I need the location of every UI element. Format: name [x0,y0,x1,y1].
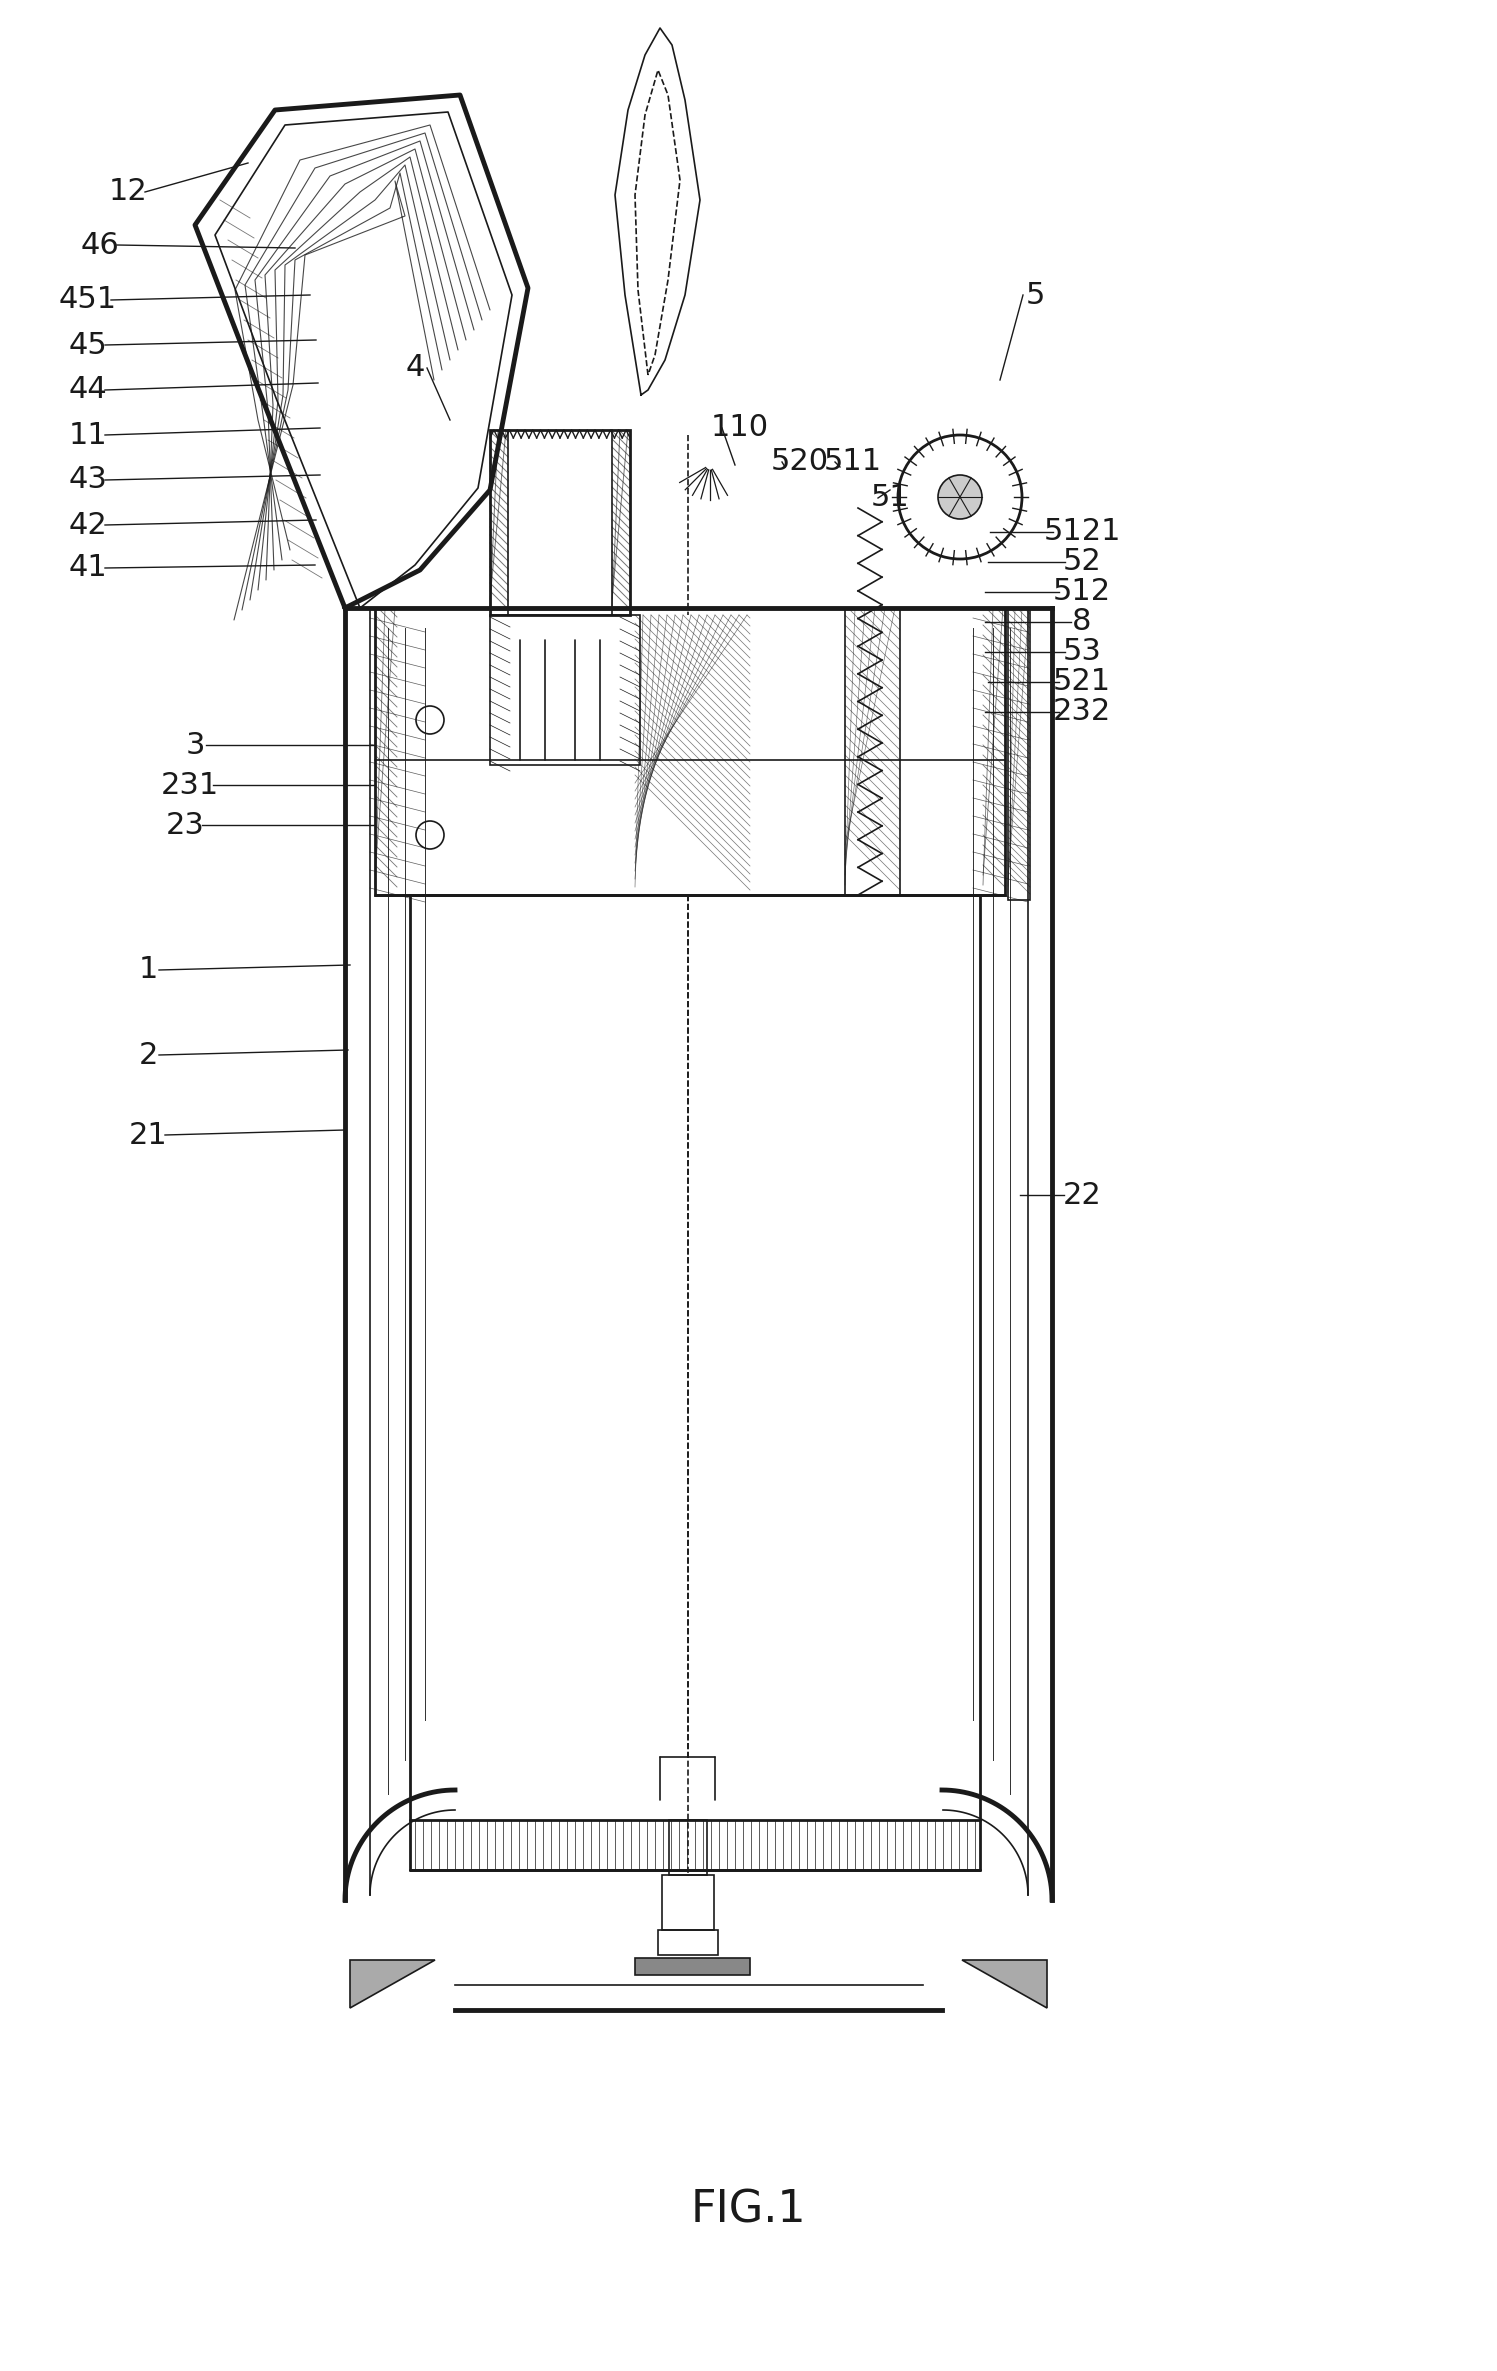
Text: 52: 52 [1063,548,1102,576]
Polygon shape [635,1958,750,1975]
Text: 512: 512 [1052,579,1111,607]
Text: 3: 3 [186,730,205,759]
Bar [662,1875,714,1930]
Text: 5121: 5121 [1043,517,1121,545]
Bar [669,1821,707,1875]
Text: 521: 521 [1052,669,1111,697]
Text: 520: 520 [771,448,829,477]
Text: 4: 4 [406,353,425,382]
Text: 231: 231 [160,771,219,799]
Bar [844,607,900,894]
Text: 110: 110 [711,413,769,443]
Bar [490,429,630,614]
Bar [659,1930,719,1956]
Text: 1: 1 [138,956,157,984]
Text: 43: 43 [69,465,108,496]
Polygon shape [963,1961,1046,2008]
Text: 42: 42 [69,510,108,541]
Text: 2: 2 [138,1041,157,1069]
Text: 51: 51 [871,484,909,512]
Text: 46: 46 [81,230,120,258]
Bar [490,614,641,766]
Text: 21: 21 [129,1121,168,1150]
Text: 12: 12 [109,178,147,206]
Text: 451: 451 [58,285,117,315]
Text: 45: 45 [69,330,108,360]
Bar [376,607,1004,894]
Text: 53: 53 [1063,638,1102,666]
Text: 22: 22 [1063,1181,1102,1209]
Polygon shape [350,1961,436,2008]
Circle shape [939,474,982,519]
Text: 8: 8 [1072,607,1091,635]
Text: 232: 232 [1052,697,1111,726]
Text: 44: 44 [69,375,108,405]
Text: 511: 511 [823,448,882,477]
Text: 5: 5 [1025,280,1045,311]
Text: 41: 41 [69,552,108,583]
Text: 11: 11 [69,420,108,450]
Text: 23: 23 [166,811,205,839]
Text: FIG.1: FIG.1 [690,2188,807,2231]
Bar [1007,607,1030,901]
